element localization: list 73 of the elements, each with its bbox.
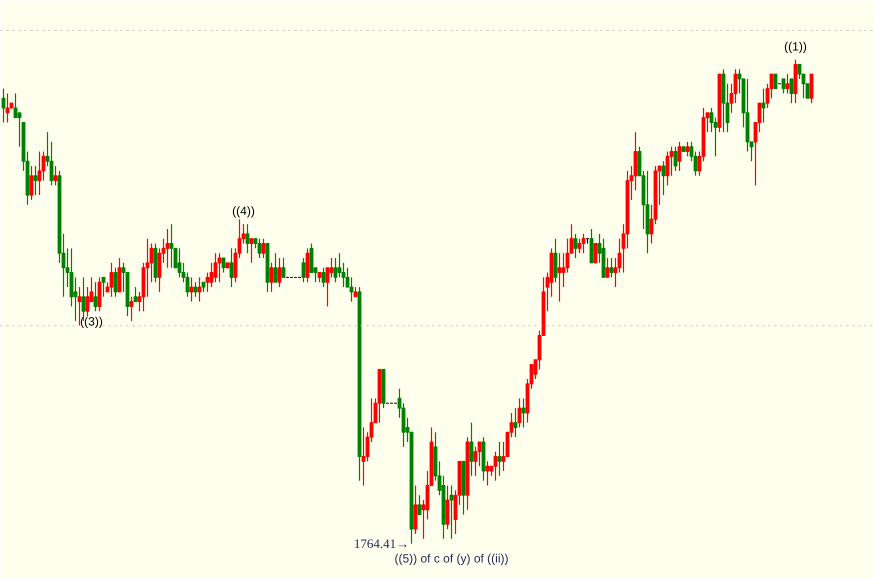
- candlestick: [134, 286, 138, 302]
- candlestick: [198, 276, 202, 302]
- candlestick: [94, 282, 98, 312]
- candlestick: [190, 276, 194, 302]
- candlestick: [166, 228, 170, 268]
- candlestick: [514, 408, 518, 438]
- candlestick: [594, 243, 598, 264]
- candlestick: [786, 73, 790, 94]
- candlestick: [130, 296, 134, 322]
- candlestick: [522, 398, 526, 428]
- candlestick: [666, 150, 670, 186]
- candlestick: [178, 248, 182, 278]
- candlestick: [250, 238, 254, 264]
- candlestick: [78, 286, 82, 326]
- candlestick: [350, 276, 354, 302]
- candlestick: [270, 262, 274, 293]
- candlestick: [114, 267, 118, 298]
- candlestick: [518, 398, 522, 428]
- candlestick: [2, 88, 6, 124]
- candlestick: [606, 257, 610, 278]
- candlestick: [582, 233, 586, 254]
- candlestick: [262, 238, 266, 259]
- candlestick: [14, 92, 18, 118]
- candlestick: [230, 248, 234, 288]
- candlestick: [322, 267, 326, 288]
- candlestick: [762, 88, 766, 124]
- candlestick: [222, 257, 226, 274]
- candlestick: [194, 282, 198, 298]
- candlestick: [302, 257, 306, 283]
- candlestick: [38, 150, 42, 196]
- candlestick: [470, 422, 474, 476]
- candlestick: [782, 78, 786, 94]
- candlestick: [274, 252, 278, 283]
- candlestick: [218, 252, 222, 283]
- candlestick: [686, 141, 690, 157]
- candlestick: [282, 257, 286, 278]
- candlestick: [362, 426, 366, 486]
- candlestick: [278, 257, 282, 288]
- candlestick: [790, 78, 794, 104]
- candlestick: [246, 224, 250, 254]
- candlestick: [110, 262, 114, 298]
- candlestick: [318, 272, 322, 283]
- candlestick: [206, 272, 210, 293]
- candlestick: [574, 233, 578, 259]
- candlestick: [450, 484, 454, 540]
- candlestick: [86, 286, 90, 317]
- candlestick: [258, 238, 262, 259]
- candlestick: [30, 165, 34, 201]
- candlestick: [170, 224, 174, 268]
- candlestick: [102, 276, 106, 298]
- candlestick: [354, 286, 358, 298]
- candlestick: [202, 282, 206, 293]
- candlestick: [558, 252, 562, 302]
- candlestick: [418, 494, 422, 516]
- candlestick: [674, 146, 678, 172]
- text: ((1)): [784, 40, 807, 54]
- candlestick: [610, 257, 614, 278]
- candlestick: [498, 441, 502, 476]
- annotation: 1764.41→: [354, 536, 410, 552]
- candlestick: [486, 460, 490, 486]
- annotation: ((4)): [232, 204, 255, 218]
- candlestick: [54, 165, 58, 186]
- annotation: ((3)): [80, 314, 103, 329]
- candlestick: [494, 451, 498, 482]
- candlestick: [662, 160, 666, 196]
- candlestick: [34, 165, 38, 196]
- candlestick: [334, 257, 338, 283]
- candlestick: [678, 141, 682, 172]
- candlestick: [6, 92, 10, 124]
- candlestick: [774, 74, 778, 90]
- candlestick: [578, 238, 582, 254]
- text: ((5)) of c of (y) of ((ii)): [394, 552, 509, 566]
- candlestick: [214, 252, 218, 283]
